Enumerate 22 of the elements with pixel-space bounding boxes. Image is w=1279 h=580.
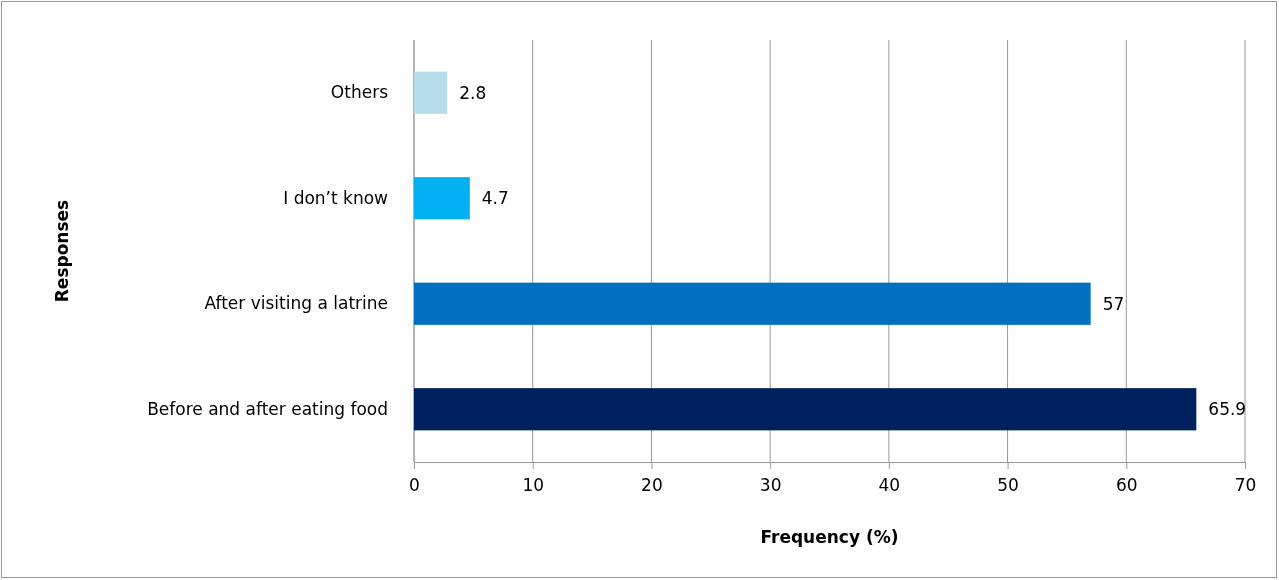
data-label: 57 <box>1102 293 1125 314</box>
x-tick-label: 10 <box>522 474 545 495</box>
x-tick-label: 50 <box>997 474 1019 495</box>
bar <box>414 282 1091 325</box>
y-tick-label: I don’t know <box>283 187 389 208</box>
x-tick-label: 0 <box>409 474 420 495</box>
data-label: 65.9 <box>1208 399 1247 420</box>
y-axis-title: Responses <box>52 199 72 303</box>
bar <box>414 71 448 114</box>
x-tick-label: 30 <box>759 474 782 495</box>
y-tick-label: After visiting a latrine <box>204 293 388 314</box>
bar <box>414 177 470 220</box>
x-tick-label: 20 <box>641 474 663 495</box>
data-label: 4.7 <box>481 188 509 209</box>
x-tick-label: 60 <box>1115 474 1138 495</box>
x-axis-title: Frequency (%) <box>760 527 899 547</box>
y-tick-label: Before and after eating food <box>147 398 388 419</box>
data-label: 2.8 <box>459 82 487 103</box>
x-tick-label: 70 <box>1234 474 1257 495</box>
y-tick-label: Others <box>330 82 389 103</box>
bar <box>414 388 1197 431</box>
x-tick-label: 40 <box>878 474 901 495</box>
